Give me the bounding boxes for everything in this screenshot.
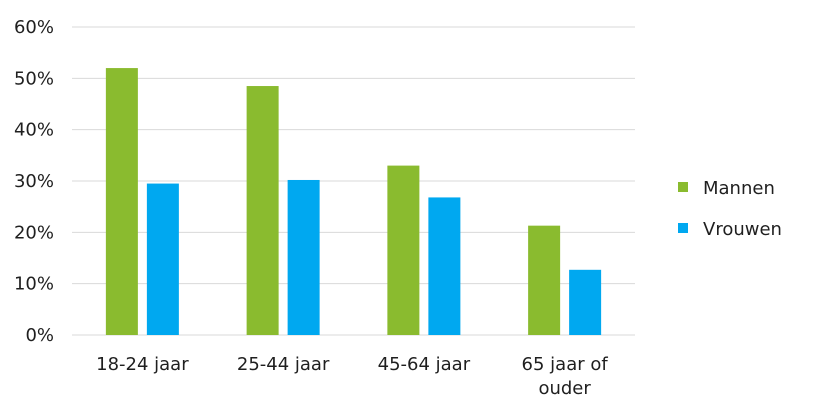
y-tick-label: 20% <box>14 222 54 243</box>
mannen-legend-label: Mannen <box>703 178 775 199</box>
x-tick-label: 25-44 jaar <box>237 354 330 375</box>
x-tick-label: 45-64 jaar <box>378 354 471 375</box>
y-tick-label: 0% <box>25 325 54 346</box>
y-tick-label: 60% <box>14 17 54 38</box>
mannen-bar <box>105 68 138 336</box>
mannen-legend-swatch <box>678 182 688 192</box>
mannen-bar <box>387 165 420 335</box>
bars <box>105 68 602 336</box>
vrouwen-bar <box>146 183 179 335</box>
vrouwen-bar <box>569 269 602 335</box>
vrouwen-bar <box>428 197 461 335</box>
vrouwen-legend-swatch <box>678 223 688 233</box>
mannen-bar <box>528 225 561 335</box>
vrouwen-bar <box>287 179 320 335</box>
y-tick-label: 30% <box>14 171 54 192</box>
legend: Mannen Vrouwen <box>678 178 782 240</box>
x-tick-label: ouder <box>538 378 591 399</box>
x-tick-label: 65 jaar of <box>522 354 609 375</box>
y-tick-label: 50% <box>14 68 54 89</box>
x-tick-label: 18-24 jaar <box>96 354 189 375</box>
vrouwen-legend-label: Vrouwen <box>703 219 782 240</box>
y-tick-label: 40% <box>14 120 54 141</box>
mannen-bar <box>246 86 279 336</box>
y-tick-label: 10% <box>14 274 54 295</box>
